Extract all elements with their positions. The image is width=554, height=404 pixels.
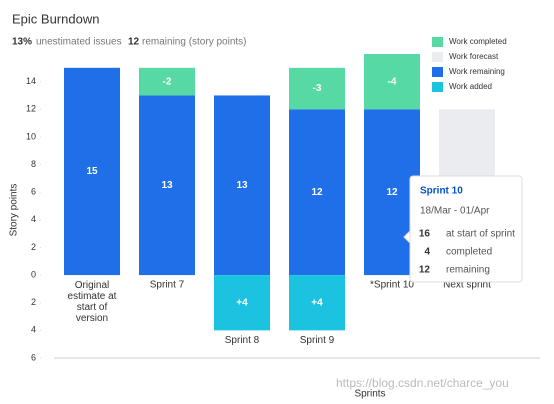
summary-value: 12	[128, 37, 140, 48]
y-tick-label: 10	[26, 131, 36, 141]
data-label: +4	[311, 297, 323, 308]
data-label: 13	[236, 180, 248, 191]
tooltip-label: remaining	[446, 265, 490, 276]
bar-segment	[289, 275, 345, 331]
tooltip-title: Sprint 10	[420, 186, 463, 197]
bar-segment	[289, 109, 345, 276]
data-label: 13	[161, 180, 173, 191]
data-label: 15	[86, 166, 98, 177]
y-tick-label: 6	[31, 352, 36, 362]
bar-segment	[364, 54, 420, 110]
data-label: 12	[311, 187, 323, 198]
tooltip-value: 16	[419, 229, 431, 240]
data-label: -3	[313, 83, 322, 94]
x-tick-label: Sprint 7	[150, 280, 185, 291]
bar-segment	[214, 95, 270, 276]
tooltip-label: at start of sprint	[446, 229, 515, 240]
data-label: -4	[388, 76, 397, 87]
legend-swatch	[432, 67, 443, 77]
x-tick-label: *Sprint 10	[370, 280, 414, 291]
data-label: -2	[163, 76, 172, 87]
legend-label: Work remaining	[449, 67, 505, 76]
y-tick-label: 8	[31, 159, 36, 169]
y-tick-label: 2	[31, 297, 36, 307]
tooltip-label: completed	[446, 247, 492, 258]
legend-swatch	[432, 37, 443, 47]
x-tick-label: Sprint 9	[300, 335, 335, 346]
legend-label: Work forecast	[449, 52, 499, 61]
tooltip-dates: 18/Mar - 01/Apr	[420, 206, 490, 217]
bar-segment	[289, 67, 345, 110]
y-tick-label: 2	[31, 242, 36, 252]
x-tick-label: Next sprint	[443, 280, 491, 291]
bar-segment	[139, 95, 195, 276]
chart-title: Epic Burndown	[12, 11, 99, 26]
x-axis-label: Sprints	[354, 389, 385, 400]
summary-label: remaining (story points)	[142, 37, 246, 48]
tooltip-value: 4	[424, 247, 430, 258]
legend-swatch	[432, 52, 443, 62]
legend-label: Work added	[449, 82, 492, 91]
y-tick-label: 0	[31, 269, 36, 279]
bar-segment	[214, 275, 270, 331]
summary-value: 13%	[12, 37, 32, 48]
summary-label: unestimated issues	[36, 37, 122, 48]
y-tick-label: 4	[31, 214, 36, 224]
tooltip-box	[409, 175, 523, 283]
y-tick-label: 6	[31, 187, 36, 197]
y-tick-label: 12	[26, 104, 36, 114]
legend-label: Work completed	[449, 37, 507, 46]
tooltip-arrow	[403, 229, 411, 245]
watermark: https://blog.csdn.net/charce_you	[336, 376, 509, 390]
bar-segment	[139, 67, 195, 96]
tooltip-value: 12	[419, 265, 431, 276]
bar-segment	[64, 67, 120, 276]
y-axis-label: Story points	[9, 184, 20, 237]
legend-swatch	[432, 82, 443, 92]
y-tick-label: 4	[31, 325, 36, 335]
x-tick-label: Original estimate at start of version	[68, 280, 117, 324]
data-label: 12	[386, 187, 398, 198]
y-tick-label: 14	[26, 76, 36, 86]
x-tick-label: Sprint 8	[225, 335, 260, 346]
data-label: +4	[236, 297, 248, 308]
